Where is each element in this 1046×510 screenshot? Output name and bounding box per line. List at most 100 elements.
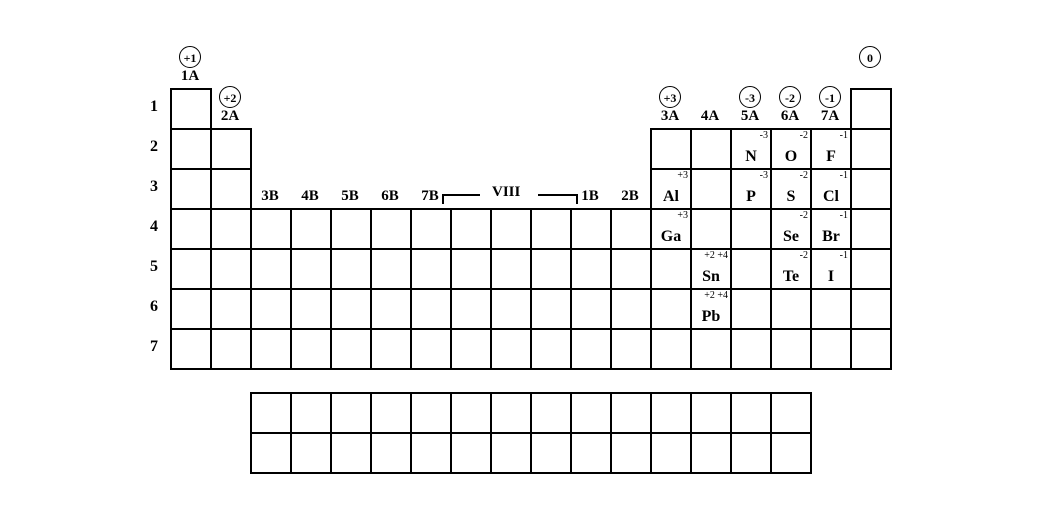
cell-r4-c14 [690,208,732,250]
cell-r5-c16: Te-2 [770,248,812,290]
cell-r7-c8 [450,328,492,370]
group-label-7A: 7A [810,108,850,125]
cell-r6-c10 [530,288,572,330]
cell-r7-c7 [410,328,452,370]
cell-r6-c12 [610,288,652,330]
fblock-cell-r2-c7 [490,432,532,474]
cell-r2-c18 [850,128,892,170]
element-oxidation-P: -3 [760,170,768,181]
element-oxidation-Pb: +2 +4 [704,290,728,301]
cell-r7-c16 [770,328,812,370]
cell-r4-c12 [610,208,652,250]
element-oxidation-Al: +3 [677,170,688,181]
fblock-cell-r1-c7 [490,392,532,434]
cell-r4-c10 [530,208,572,250]
cell-r6-c5 [330,288,372,330]
cell-r5-c11 [570,248,612,290]
cell-r5-c12 [610,248,652,290]
element-symbol-Cl: Cl [812,188,850,206]
cell-r6-c3 [250,288,292,330]
element-symbol-P: P [732,188,770,206]
group-label-2B: 2B [610,188,650,205]
oxidation-circle-plus3: +3 [659,86,681,108]
cell-r6-c4 [290,288,332,330]
cell-r7-c2 [210,328,252,370]
element-symbol-O: O [772,148,810,166]
cell-r1-c18 [850,88,892,130]
cell-r4-c7 [410,208,452,250]
group-label-viii: VIII [492,184,520,201]
element-symbol-Br: Br [812,228,850,246]
cell-r5-c13 [650,248,692,290]
cell-r2-c14 [690,128,732,170]
element-oxidation-Sn: +2 +4 [704,250,728,261]
element-oxidation-N: -3 [760,130,768,141]
group-label-7B: 7B [410,188,450,205]
fblock-cell-r2-c11 [650,432,692,474]
fblock-cell-r1-c13 [730,392,772,434]
cell-r3-c15: P -3 [730,168,772,210]
cell-r2-c17: F -1 [810,128,852,170]
cell-r7-c12 [610,328,652,370]
fblock-cell-r2-c2 [290,432,332,474]
cell-r5-c6 [370,248,412,290]
oxidation-circle-plus1: +1 [179,46,201,68]
element-symbol-Ga: Ga [652,228,690,246]
cell-r1-c1 [170,88,212,130]
fblock-cell-r2-c6 [450,432,492,474]
cell-r7-c15 [730,328,772,370]
cell-r5-c14: Sn+2 +4 [690,248,732,290]
fblock-cell-r1-c5 [410,392,452,434]
cell-r5-c1 [170,248,212,290]
cell-r6-c15 [730,288,772,330]
group-label-4B: 4B [290,188,330,205]
cell-r6-c9 [490,288,532,330]
cell-r2-c2 [210,128,252,170]
cell-r5-c9 [490,248,532,290]
period-label-1: 1 [138,98,158,116]
cell-r7-c11 [570,328,612,370]
cell-r7-c13 [650,328,692,370]
element-oxidation-I: -1 [840,250,848,261]
cell-r5-c5 [330,248,372,290]
element-symbol-F: F [812,148,850,166]
element-symbol-Te: Te [772,268,810,286]
cell-r5-c3 [250,248,292,290]
fblock-cell-r2-c10 [610,432,652,474]
group-label-5A: 5A [730,108,770,125]
cell-r4-c6 [370,208,412,250]
cell-r4-c9 [490,208,532,250]
cell-r3-c16: S-2 [770,168,812,210]
period-label-6: 6 [138,298,158,316]
cell-r4-c13: Ga +3 [650,208,692,250]
cell-r7-c10 [530,328,572,370]
cell-r4-c18 [850,208,892,250]
cell-r4-c4 [290,208,332,250]
cell-r5-c2 [210,248,252,290]
cell-r3-c2 [210,168,252,210]
cell-r3-c17: Cl-1 [810,168,852,210]
fblock-cell-r2-c3 [330,432,372,474]
fblock-cell-r2-c5 [410,432,452,474]
element-oxidation-F: -1 [840,130,848,141]
cell-r5-c8 [450,248,492,290]
cell-r6-c11 [570,288,612,330]
cell-r6-c6 [370,288,412,330]
cell-r4-c11 [570,208,612,250]
fblock-cell-r1-c1 [250,392,292,434]
fblock-cell-r2-c12 [690,432,732,474]
period-label-7: 7 [138,338,158,356]
cell-r4-c15 [730,208,772,250]
fblock-cell-r1-c8 [530,392,572,434]
cell-r4-c8 [450,208,492,250]
element-oxidation-Se: -2 [800,210,808,221]
cell-r4-c16: Se-2 [770,208,812,250]
cell-r6-c7 [410,288,452,330]
cell-r6-c16 [770,288,812,330]
fblock-cell-r1-c3 [330,392,372,434]
element-symbol-N: N [732,148,770,166]
cell-r4-c1 [170,208,212,250]
element-oxidation-Ga: +3 [677,210,688,221]
fblock-cell-r1-c9 [570,392,612,434]
element-symbol-I: I [812,268,850,286]
